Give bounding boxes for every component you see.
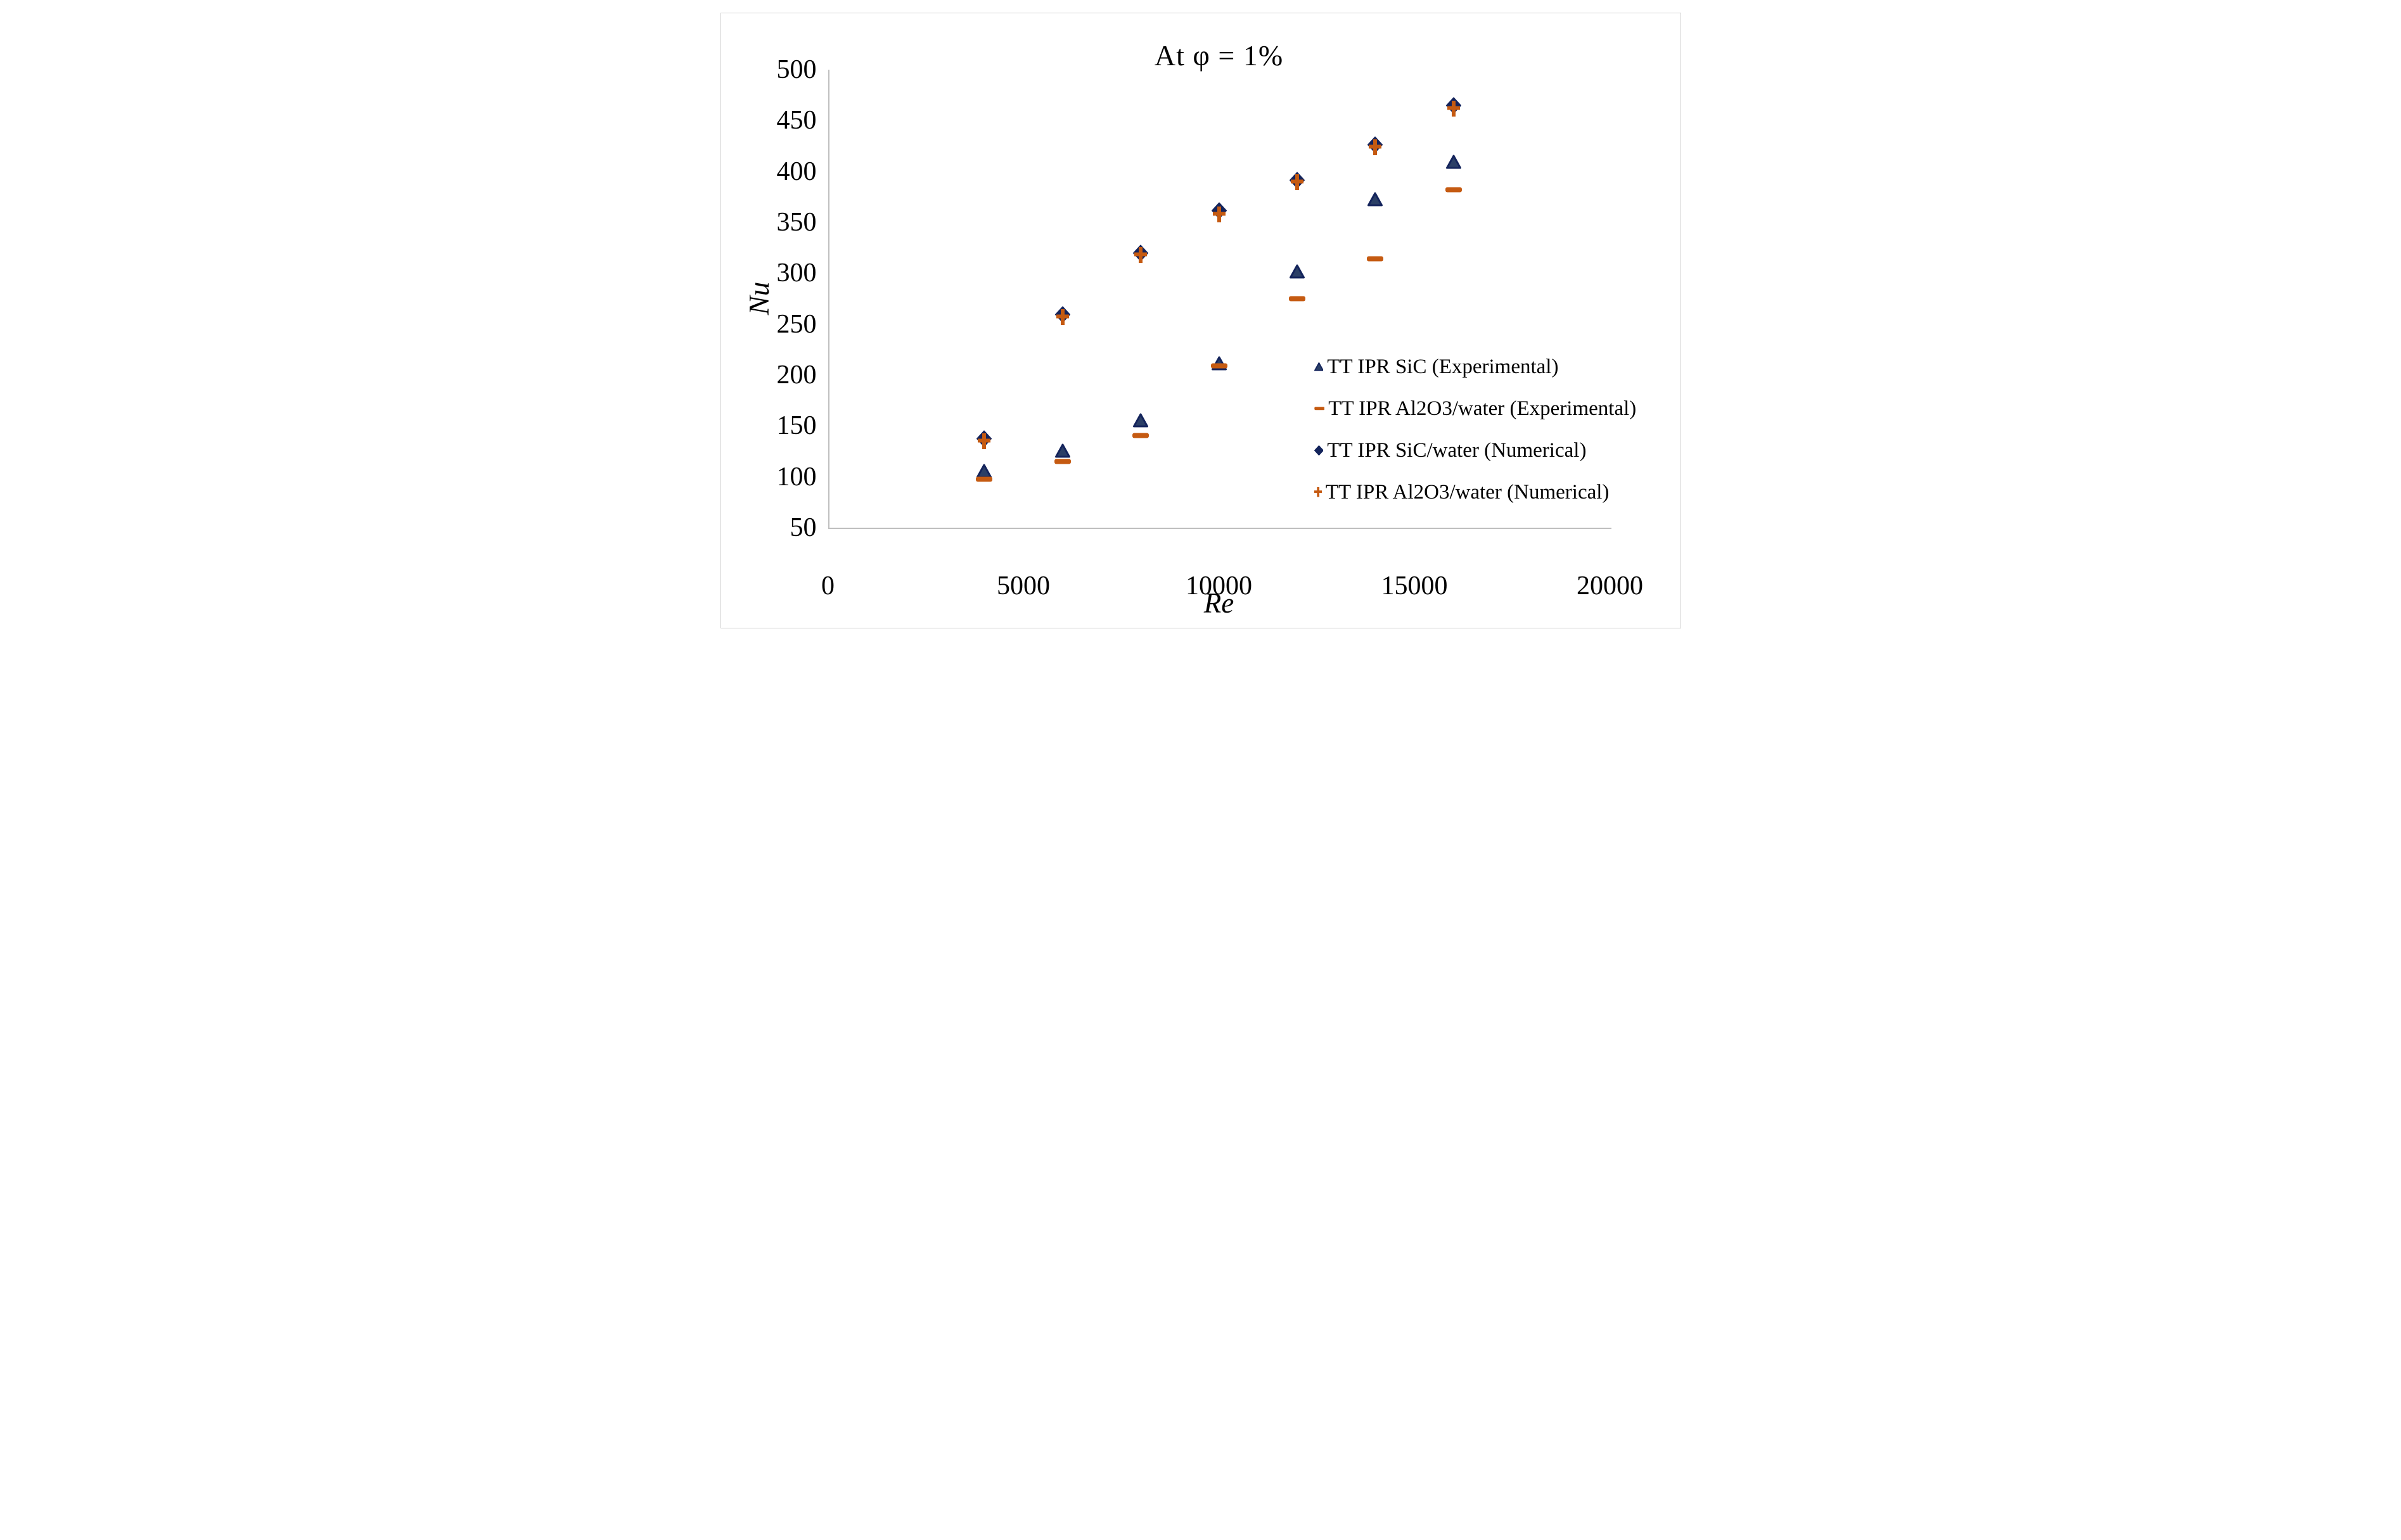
plus-marker-icon — [1290, 174, 1303, 190]
dash-marker-icon — [1132, 433, 1149, 438]
dash-marker-icon — [1314, 407, 1324, 410]
triangle-marker-icon — [1133, 413, 1149, 428]
plus-marker-icon — [1134, 247, 1148, 264]
x-tick-label: 20000 — [1577, 571, 1643, 601]
y-tick-label: 150 — [776, 411, 817, 441]
y-tick-label: 350 — [776, 208, 817, 237]
data-point-plus — [1369, 139, 1382, 158]
data-point-dash — [1288, 293, 1305, 305]
y-tick-label: 100 — [776, 462, 817, 492]
y-tick-label: 450 — [776, 106, 817, 136]
data-point-triangle — [1445, 155, 1461, 172]
y-tick-label: 50 — [790, 513, 817, 542]
data-point-plus — [1056, 309, 1069, 328]
data-point-dash — [1054, 456, 1071, 468]
legend-item-label: TT IPR SiC/water (Numerical) — [1327, 438, 1587, 462]
data-point-triangle — [1133, 413, 1149, 430]
legend: TT IPR SiC (Experimental) TT IPR Al2O3/wa… — [1314, 354, 1637, 521]
y-tick-label: 500 — [776, 55, 817, 84]
triangle-legend-icon — [1314, 362, 1324, 371]
chart-title: At φ = 1% — [1154, 39, 1284, 72]
dash-marker-icon — [1367, 256, 1384, 262]
triangle-marker-icon — [1314, 362, 1324, 371]
data-point-plus — [1134, 247, 1148, 266]
dash-marker-icon — [1445, 187, 1462, 193]
legend-item: TT IPR Al2O3/water (Numerical) — [1314, 480, 1637, 505]
x-tick-label: 15000 — [1381, 571, 1448, 601]
x-axis-label: Re — [1203, 587, 1234, 619]
y-tick-label: 300 — [776, 258, 817, 288]
y-tick-label: 250 — [776, 309, 817, 339]
plus-marker-icon — [1369, 139, 1382, 156]
legend-item-label: TT IPR Al2O3/water (Experimental) — [1328, 397, 1637, 420]
triangle-marker-icon — [1054, 443, 1070, 458]
triangle-marker-icon — [1445, 155, 1461, 169]
plus-marker-icon — [1056, 309, 1069, 326]
triangle-marker-icon — [1289, 264, 1305, 279]
dash-marker-icon — [976, 476, 993, 482]
y-tick-label: 400 — [776, 156, 817, 186]
dash-marker-icon — [1054, 459, 1071, 464]
data-point-plus — [1212, 207, 1226, 226]
plus-marker-icon — [1314, 487, 1322, 497]
data-point-plus — [978, 433, 991, 452]
plus-marker-icon — [978, 433, 991, 450]
data-point-dash — [976, 474, 993, 485]
data-point-dash — [1367, 253, 1384, 265]
legend-item-label: TT IPR SiC (Experimental) — [1327, 355, 1559, 378]
plus-legend-icon — [1314, 487, 1322, 497]
data-point-triangle — [1367, 192, 1383, 210]
legend-item: TT IPR SiC/water (Numerical) — [1314, 438, 1637, 463]
x-tick-label: 5000 — [997, 571, 1050, 601]
dash-legend-icon — [1314, 407, 1325, 410]
diamond-marker-icon — [1314, 445, 1324, 456]
plus-marker-icon — [1447, 101, 1460, 117]
legend-item: TT IPR SiC (Experimental) — [1314, 354, 1637, 379]
legend-item-label: TT IPR Al2O3/water (Numerical) — [1325, 480, 1610, 504]
x-tick-label: 10000 — [1186, 571, 1252, 601]
y-tick-label: 200 — [776, 360, 817, 390]
data-point-plus — [1290, 174, 1303, 193]
data-point-dash — [1210, 360, 1227, 372]
dash-marker-icon — [1288, 296, 1305, 301]
data-point-plus — [1447, 101, 1460, 120]
data-point-dash — [1132, 430, 1149, 442]
data-point-triangle — [1054, 443, 1070, 461]
diamond-legend-icon — [1314, 445, 1324, 456]
plus-marker-icon — [1212, 207, 1226, 223]
triangle-marker-icon — [1367, 192, 1383, 207]
legend-item: TT IPR Al2O3/water (Experimental) — [1314, 396, 1637, 421]
data-point-dash — [1445, 184, 1462, 196]
dash-marker-icon — [1210, 363, 1227, 369]
x-tick-label: 0 — [821, 571, 835, 601]
plot-area — [828, 70, 1611, 529]
data-point-triangle — [1289, 264, 1305, 282]
chart-figure: At φ = 1% Nu Re 50 100 150 200 250 300 350 400 4… — [720, 13, 1681, 628]
